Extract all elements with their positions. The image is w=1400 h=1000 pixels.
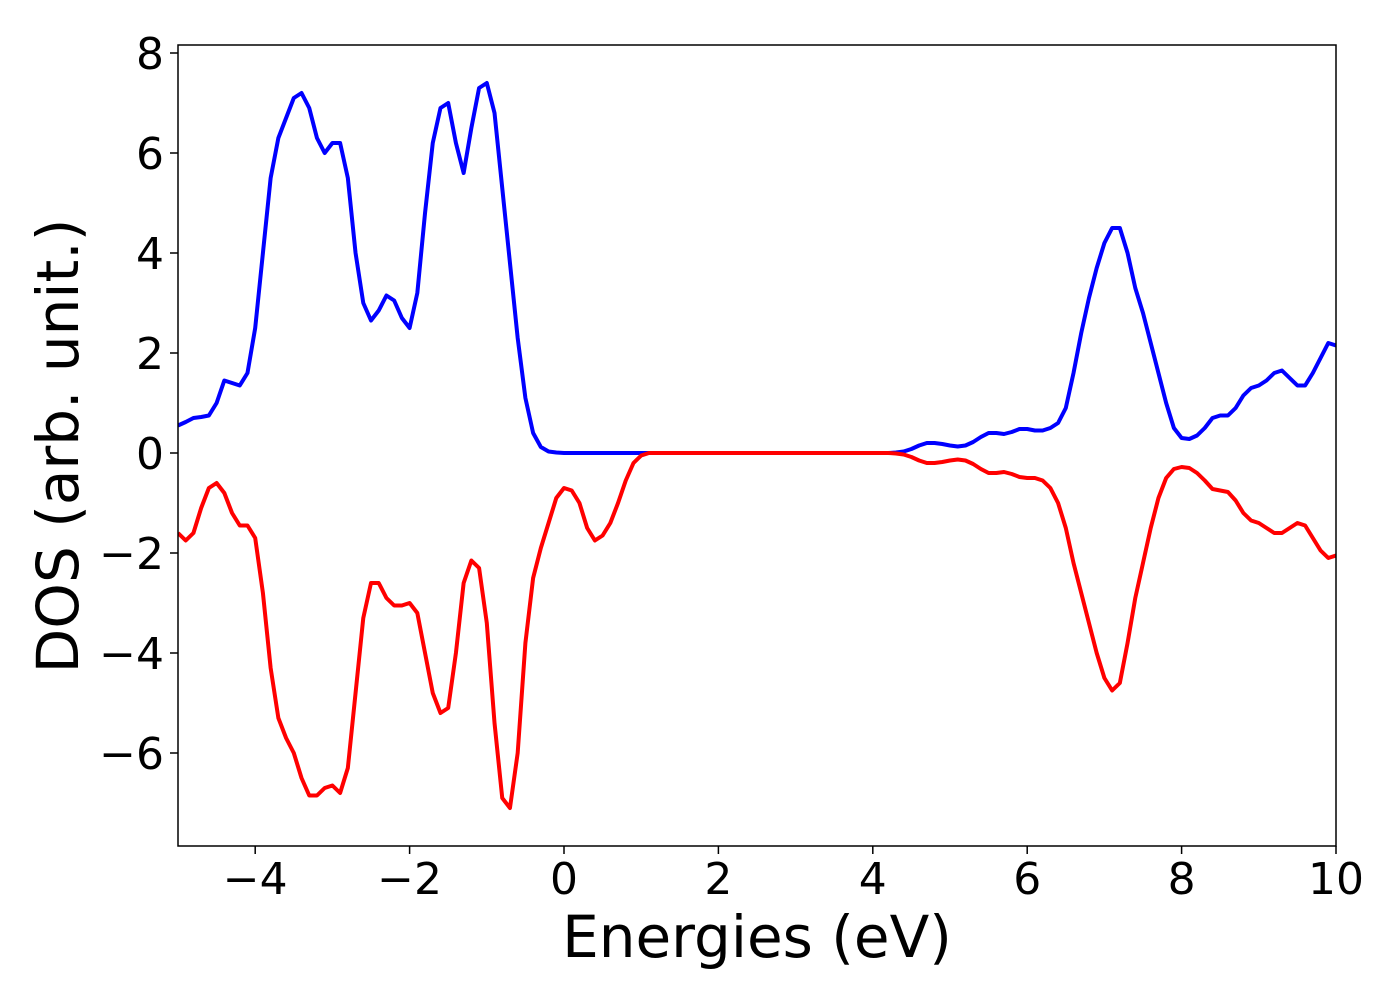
x-tick-label: 10 (1308, 854, 1364, 905)
y-tick-label: 2 (136, 329, 164, 380)
y-tick-label: 4 (136, 229, 164, 280)
y-axis-label: DOS (arb. unit.) (24, 219, 92, 674)
y-tick-label: −6 (99, 729, 164, 780)
y-tick-label: 8 (136, 29, 164, 80)
y-tick-label: 0 (136, 429, 164, 480)
y-tick-label: −4 (99, 629, 164, 680)
dos-line (178, 81, 1336, 455)
x-tick-label: 4 (859, 854, 887, 905)
x-axis-label: Energies (eV) (562, 903, 952, 971)
y-tick-label: −2 (99, 529, 164, 580)
x-tick-label: −4 (223, 854, 288, 905)
dos-line (178, 451, 1336, 810)
x-tick-label: 6 (1013, 854, 1041, 905)
x-tick-label: −2 (377, 854, 442, 905)
x-tick-label: 0 (550, 854, 578, 905)
plot-frame (177, 44, 1337, 847)
y-tick-label: 6 (136, 129, 164, 180)
x-tick-label: 8 (1168, 854, 1196, 905)
x-tick-label: 2 (704, 854, 732, 905)
